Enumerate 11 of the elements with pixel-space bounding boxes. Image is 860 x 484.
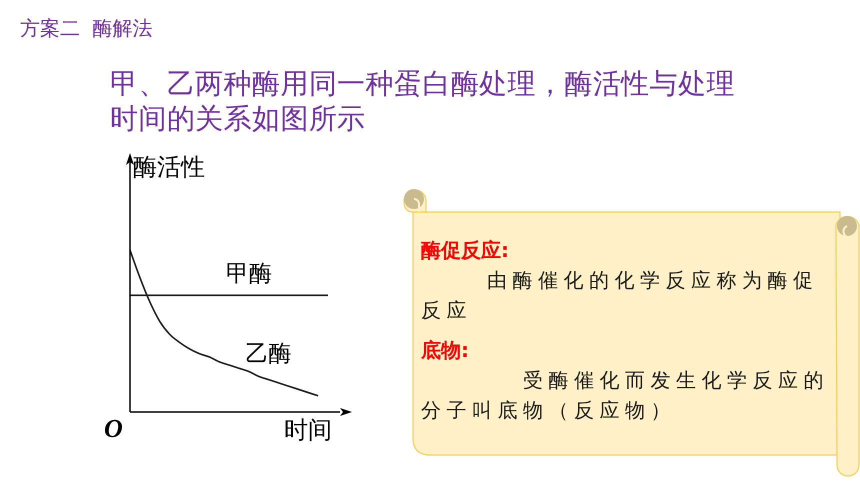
text: 受酶催化而发生化学反应的分子叫底物（反应物）: [421, 368, 829, 422]
text: O: [104, 414, 123, 443]
text: 甲、乙两种酶用同一种蛋白酶处理，酶活性与处理时间的关系如图所示: [110, 67, 735, 135]
chart-title: 方案二 酶解法: [20, 16, 153, 40]
y-axis-title: 酶活性: [133, 155, 205, 181]
series-label: 乙酶: [246, 340, 292, 366]
text: 由酶催化的化学反应称为酶促反应: [421, 268, 818, 322]
text: 底物:: [421, 338, 469, 362]
series-label: 甲酶: [226, 261, 272, 286]
x-axis-title: 时间: [284, 418, 332, 444]
text: 酶促反应:: [421, 238, 509, 262]
